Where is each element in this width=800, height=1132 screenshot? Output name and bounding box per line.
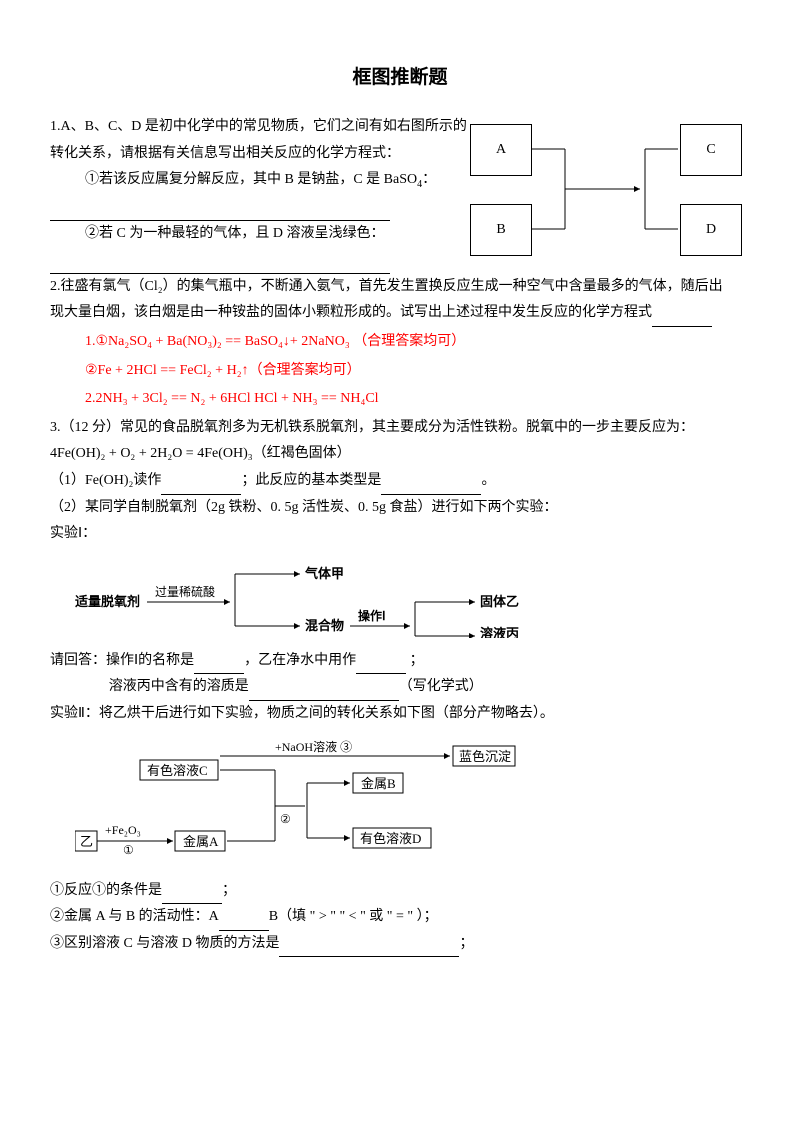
exp1-arrow1-label: 过量稀硫酸 [155, 584, 215, 599]
blank [194, 657, 244, 675]
exp1-solution: 溶液丙 [480, 626, 519, 638]
exp1-start: 适量脱氧剂 [75, 594, 140, 609]
exp1-solid: 固体乙 [480, 594, 519, 609]
exp1-q2: 溶液丙中含有的溶质是 （写化学式） [50, 674, 750, 701]
q3-3b: ； [459, 936, 473, 951]
exp1-q2b: （写化学式） [399, 679, 483, 694]
q1-arrows [470, 114, 760, 264]
blank [652, 309, 712, 327]
exp2-circle2: ② [280, 812, 291, 826]
exp1-q1a: 请回答：操作Ⅰ的名称是 [50, 653, 194, 668]
exp2-solC: 有色溶液C [147, 763, 208, 778]
q3-2a: ②金属 A 与 B 的活动性：A [50, 909, 219, 924]
exp1-q1c: ； [410, 653, 424, 668]
blank [162, 886, 222, 904]
blank-line [50, 203, 390, 221]
blank [249, 683, 399, 701]
q3-p1: （1）Fe(OH)₂读作 ；此反应的基本类型是 。 [50, 468, 750, 495]
q3-equation: 4Fe(OH)₂ + O₂ + 2H₂O = 4Fe(OH)₃（红褐色固体） [50, 441, 750, 468]
exp1-gas: 气体甲 [305, 566, 344, 581]
exp2-label: 实验Ⅱ：将乙烘干后进行如下实验，物质之间的转化关系如下图（部分产物略去）。 [50, 701, 750, 728]
q1-sub1-text: ①若该反应属复分解反应，其中 B 是钠盐，C 是 BaSO [85, 172, 417, 187]
answer-1: 1.①Na₂SO₄ + Ba(NO₃)₂ == BaSO₄↓+ 2NaNO₃ （… [50, 329, 750, 356]
exp2-metalA: 金属A [183, 834, 219, 849]
q1-sub1-suffix: ： [422, 172, 436, 187]
q3-p2: （2）某同学自制脱氧剂（2g 铁粉、0. 5g 活性炭、0. 5g 食盐）进行如… [50, 495, 750, 522]
q3-3a: ③区别溶液 C 与溶液 D 物质的方法是 [50, 936, 279, 951]
q2-line2-text: 现大量白烟，该白烟是由一种铵盐的固体小颗粒形成的。试写出上述过程中发生反应的化学… [50, 305, 652, 320]
q2-line1: 2.往盛有氯气（Cl₂）的集气瓶中，不断通入氨气，首先发生置换反应生成一种空气中… [50, 274, 750, 301]
q3-1b: ； [222, 883, 236, 898]
exp2-blue: 蓝色沉淀 [459, 749, 511, 764]
answer-2: ②Fe + 2HCl == FeCl₂ + H₂↑（合理答案均可） [50, 358, 750, 385]
exp1-q2a: 溶液丙中含有的溶质是 [109, 679, 249, 694]
exp1-diagram: 适量脱氧剂 过量稀硫酸 气体甲 混合物 操作Ⅰ 固体乙 溶液丙 [75, 558, 750, 638]
exp1-svg: 适量脱氧剂 过量稀硫酸 气体甲 混合物 操作Ⅰ 固体乙 溶液丙 [75, 558, 545, 638]
q3-intro: 3.（12 分）常见的食品脱氧剂多为无机铁系脱氧剂，其主要成分为活性铁粉。脱氧中… [50, 415, 750, 442]
q3-sub3: ③区别溶液 C 与溶液 D 物质的方法是 ； [50, 931, 750, 958]
exp1-q1b: ，乙在净水中用作 [244, 653, 356, 668]
q3-sub2: ②金属 A 与 B 的活动性：A B（填 " > " " < " 或 " = " … [50, 904, 750, 931]
exp2-solD: 有色溶液D [360, 831, 421, 846]
question-1: 1.A、B、C、D 是初中化学中的常见物质，它们之间有如右图所示的 转化关系，请… [50, 114, 750, 274]
blank [279, 940, 459, 958]
q3-1a: ①反应①的条件是 [50, 883, 162, 898]
exp1-mixture: 混合物 [305, 618, 344, 633]
exp2-fe2o3: +Fe₂O₃ [105, 823, 141, 837]
q3-p1-c: 。 [481, 473, 495, 488]
blank [161, 477, 241, 495]
exp2-svg: 乙 +Fe₂O₃ ① 金属A 有色溶液C ② 金属B 有色溶液D +NaOH溶液… [75, 738, 535, 868]
exp1-label: 实验Ⅰ： [50, 521, 750, 548]
exp2-metalB: 金属B [361, 776, 396, 791]
blank [356, 657, 406, 675]
q3-p1-b: ；此反应的基本类型是 [241, 473, 381, 488]
q2-line2: 现大量白烟，该白烟是由一种铵盐的固体小颗粒形成的。试写出上述过程中发生反应的化学… [50, 300, 750, 327]
exp2-circle1: ① [123, 843, 134, 857]
q1-diagram: A B C D [470, 114, 760, 264]
blank-line [50, 256, 390, 274]
q3-sub1: ①反应①的条件是 ； [50, 878, 750, 905]
exp2-diagram: 乙 +Fe₂O₃ ① 金属A 有色溶液C ② 金属B 有色溶液D +NaOH溶液… [75, 738, 750, 868]
exp2-yi: 乙 [80, 834, 93, 849]
q3-2b: B（填 " > " " < " 或 " = " ）； [269, 909, 438, 924]
exp1-q1: 请回答：操作Ⅰ的名称是 ，乙在净水中用作 ； [50, 648, 750, 675]
blank [381, 477, 481, 495]
page-title: 框图推断题 [50, 60, 750, 96]
exp1-op: 操作Ⅰ [358, 608, 386, 623]
q3-p1-a: （1）Fe(OH)₂读作 [50, 473, 161, 488]
exp2-naoh: +NaOH溶液 ③ [275, 739, 352, 754]
blank [219, 913, 269, 931]
answer-3: 2.2NH₃ + 3Cl₂ == N₂ + 6HCl HCl + NH₃ == … [50, 386, 750, 413]
